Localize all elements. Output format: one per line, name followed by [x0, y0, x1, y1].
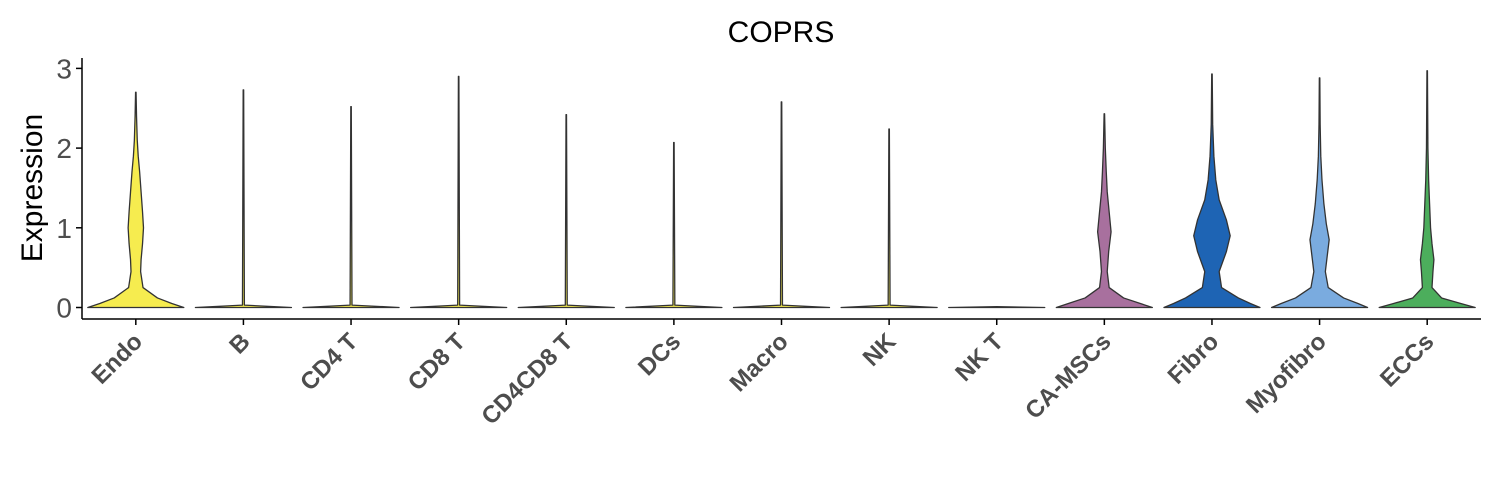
x-tick-label: CD4 T — [295, 328, 363, 396]
x-axis-ticks: Endo B CD4 T CD8 T CD4CD8 T DCs Macro NK NK T CA-… — [87, 319, 1439, 430]
x-tick-label: B — [224, 328, 255, 359]
y-tick-label: 3 — [56, 53, 72, 84]
x-tick-label: CA-MSCs — [1020, 328, 1116, 424]
x-tick-label: Macro — [725, 328, 794, 397]
x-tick-label: Myofibro — [1241, 328, 1332, 419]
x-tick-label: Endo — [87, 328, 149, 390]
violin-layer — [87, 70, 1476, 309]
x-tick-label: ECCs — [1375, 328, 1439, 392]
violin-dcs — [625, 141, 723, 309]
violin-endo — [87, 91, 185, 309]
x-tick-label: CD8 T — [403, 328, 471, 396]
violin-cd4cd8-t — [517, 113, 615, 309]
violin-b — [194, 89, 293, 309]
violin-nk — [840, 128, 938, 309]
x-tick-label: NK — [858, 328, 902, 372]
x-tick-label: DCs — [633, 328, 686, 381]
violin-ca-mscs — [1055, 113, 1153, 309]
violin-cd4-t — [302, 106, 400, 309]
violin-fibro — [1163, 73, 1261, 309]
violin-cd8-t — [410, 75, 508, 309]
x-tick-label: CD4CD8 T — [476, 328, 578, 430]
x-tick-label: Fibro — [1163, 328, 1225, 390]
y-tick-label: 2 — [56, 133, 72, 164]
violin-macro — [732, 101, 831, 309]
y-tick-label: 1 — [56, 213, 72, 244]
violin-myofibro — [1270, 77, 1369, 309]
violin-eccs — [1378, 70, 1476, 309]
violin-nk-t — [948, 306, 1046, 309]
chart-title: COPRS — [728, 16, 835, 49]
y-axis-ticks: 0 1 2 3 — [56, 53, 82, 324]
x-tick-label: NK T — [950, 328, 1009, 387]
y-axis-label: Expression — [16, 114, 49, 262]
y-tick-label: 0 — [56, 293, 72, 324]
